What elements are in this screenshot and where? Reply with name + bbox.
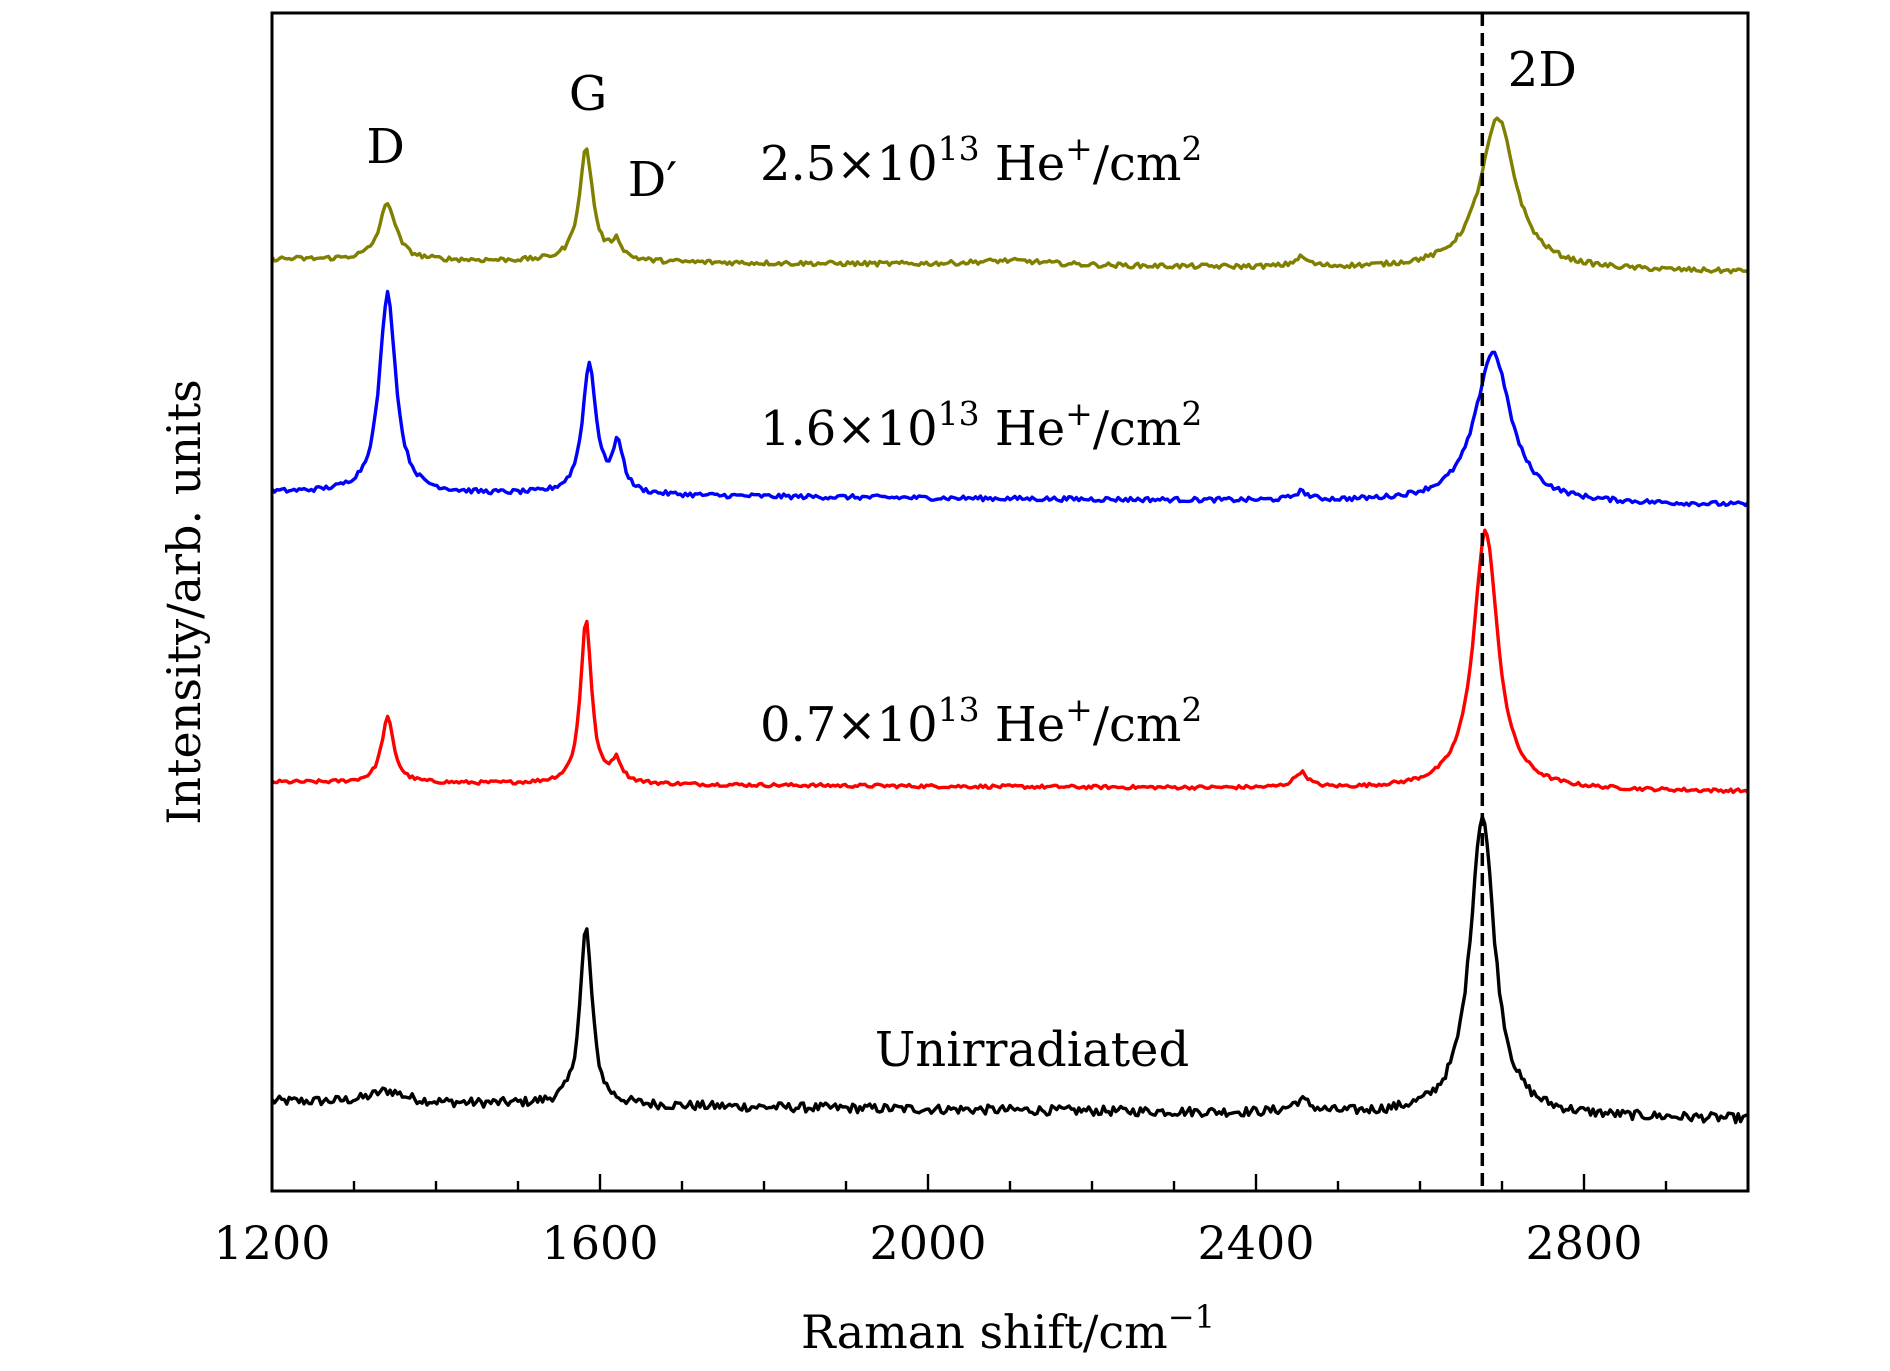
- series-label-3-part-1: 13: [938, 129, 980, 168]
- series-label-2-part-0: 1.6×10: [760, 401, 938, 457]
- x-tick-label-0: 1200: [213, 1216, 330, 1270]
- x-tick-label-2: 2000: [869, 1216, 986, 1270]
- series-line-3: [270, 116, 1749, 275]
- series-layer: [270, 116, 1750, 1125]
- peak-label-3: 2D: [1508, 42, 1577, 98]
- peak-label-1: G: [569, 66, 607, 122]
- series-label-0: Unirradiated: [875, 1022, 1189, 1078]
- series-label-1: 0.7×1013 He+/cm2: [760, 690, 1202, 753]
- x-tick-label-1: 1600: [541, 1216, 658, 1270]
- series-label-1-part-0: 0.7×10: [760, 697, 938, 753]
- series-label-3-part-4: /cm: [1093, 136, 1182, 192]
- series-line-0: [270, 815, 1749, 1125]
- series-label-2-part-3: +: [1065, 394, 1093, 433]
- series-label-2: 1.6×1013 He+/cm2: [760, 394, 1202, 457]
- peak-label-0: D: [366, 119, 404, 175]
- series-label-3: 2.5×1013 He+/cm2: [760, 129, 1202, 192]
- series-label-2-part-1: 13: [938, 394, 980, 433]
- series-label-2-part-4: /cm: [1093, 401, 1182, 457]
- series-label-1-part-3: +: [1065, 690, 1093, 729]
- x-axis-ticks: 1200 1600 2000 2400 2800: [213, 1174, 1750, 1270]
- series-label-3-part-5: 2: [1181, 129, 1202, 168]
- x-axis-title: Raman shift/cm−1: [801, 1298, 1215, 1359]
- series-label-1-part-4: /cm: [1093, 697, 1182, 753]
- series-label-1-part-2: He: [980, 697, 1066, 753]
- series-line-2: [270, 289, 1750, 508]
- x-tick-label-3: 2400: [1197, 1216, 1314, 1270]
- series-label-3-part-2: He: [980, 136, 1066, 192]
- y-axis-title: Intensity/arb. units: [157, 379, 211, 825]
- series-label-2-part-2: He: [980, 401, 1066, 457]
- x-tick-label-4: 2800: [1525, 1216, 1642, 1270]
- x-axis-title-superscript: −1: [1168, 1298, 1215, 1336]
- peak-label-2: D′: [628, 152, 677, 208]
- x-axis-title-text: Raman shift/cm: [801, 1305, 1168, 1359]
- series-label-3-part-0: 2.5×10: [760, 136, 938, 192]
- series-label-2-part-5: 2: [1181, 394, 1202, 433]
- series-label-3-part-3: +: [1065, 129, 1093, 168]
- series-label-1-part-1: 13: [938, 690, 980, 729]
- series-line-1: [271, 528, 1750, 795]
- series-label-1-part-5: 2: [1181, 690, 1202, 729]
